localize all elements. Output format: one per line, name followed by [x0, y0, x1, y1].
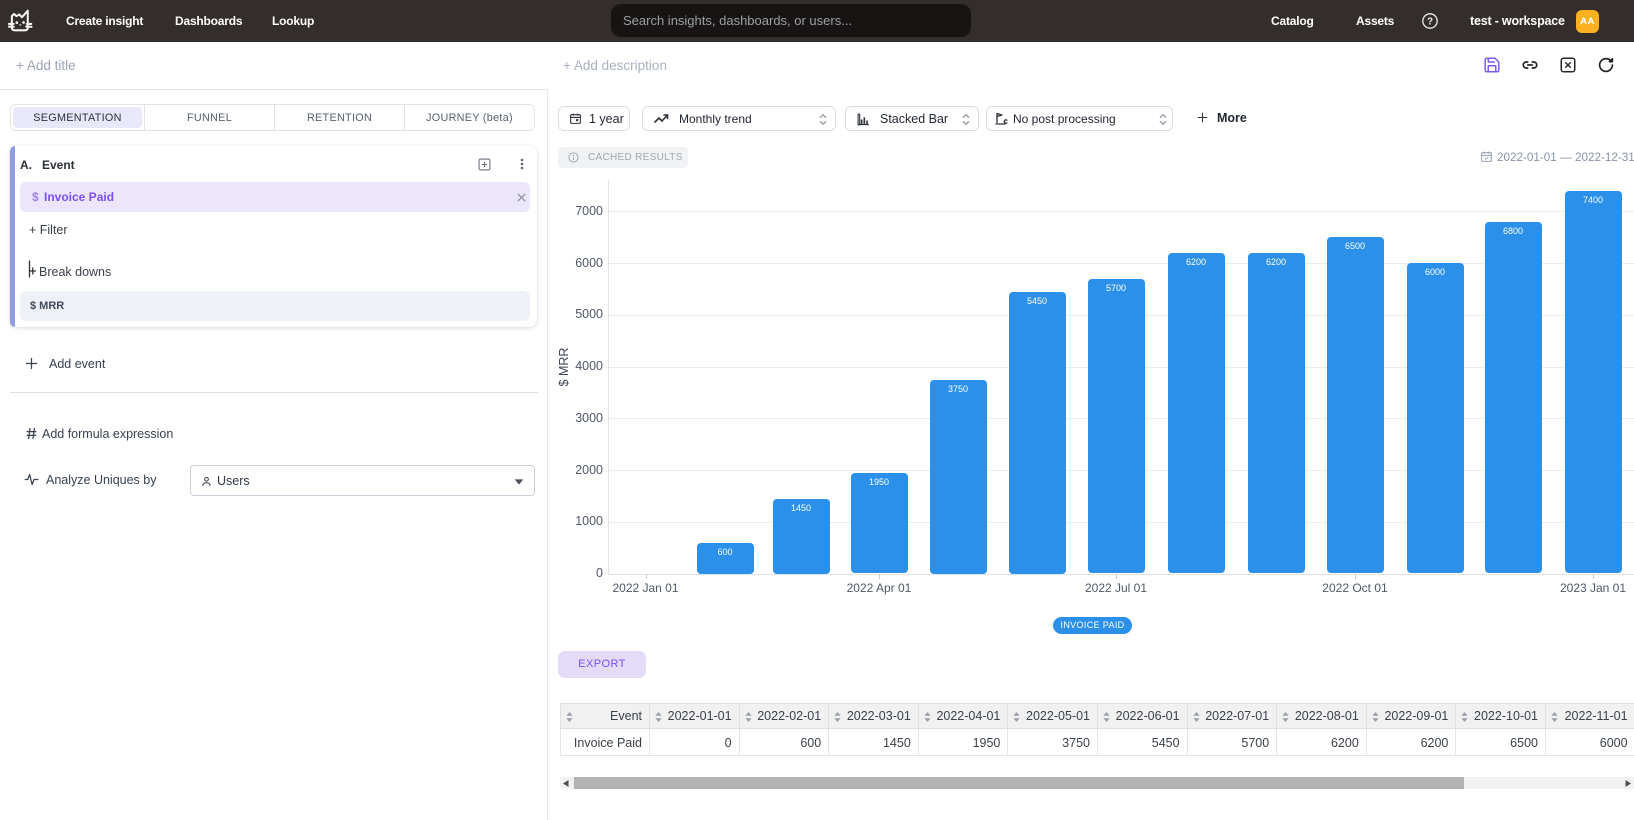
svg-text:?: ?: [1427, 17, 1433, 28]
